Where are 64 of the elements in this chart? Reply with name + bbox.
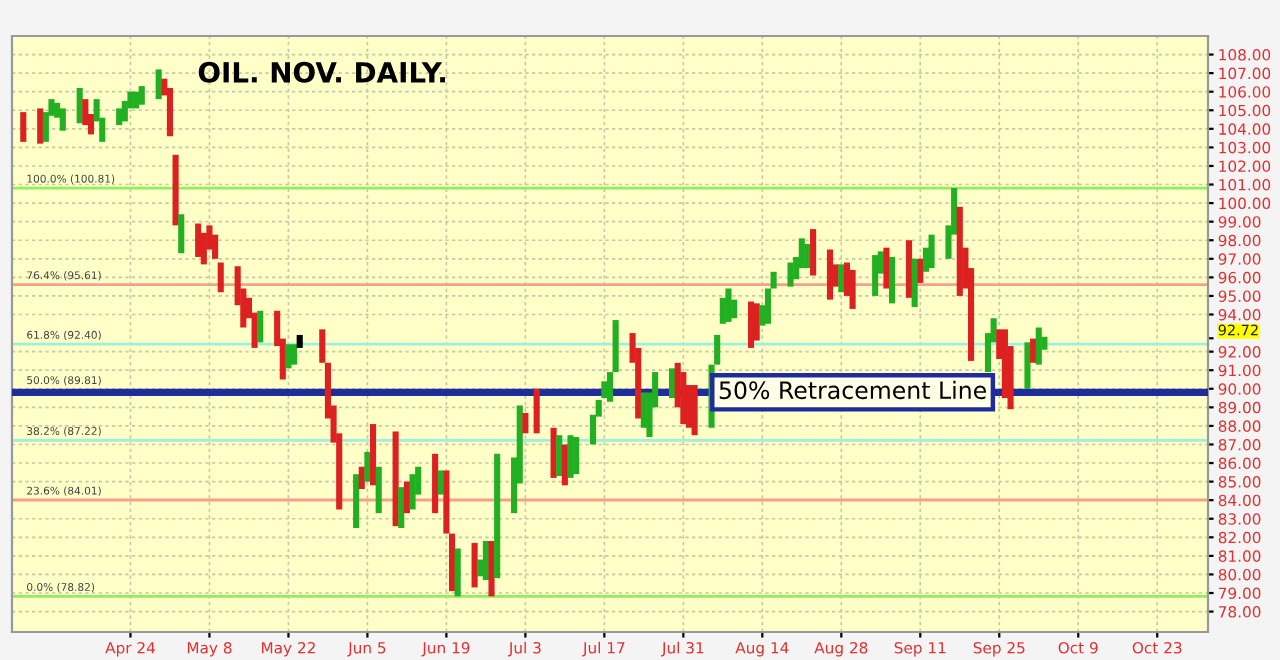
candlestick bbox=[116, 108, 123, 126]
candlestick bbox=[905, 240, 913, 298]
candlestick bbox=[398, 487, 405, 529]
candlestick bbox=[669, 368, 676, 399]
candlestick bbox=[956, 206, 963, 296]
candlestick bbox=[1024, 342, 1031, 389]
candlestick bbox=[928, 234, 935, 269]
candlestick bbox=[443, 470, 450, 534]
candlestick bbox=[432, 453, 439, 514]
candlestick bbox=[133, 91, 140, 109]
candlestick bbox=[911, 258, 918, 308]
candlestick bbox=[838, 264, 845, 293]
candlestick bbox=[217, 262, 224, 293]
candlestick bbox=[353, 474, 360, 529]
candlestick bbox=[200, 232, 207, 265]
candlestick bbox=[533, 388, 540, 434]
candlestick bbox=[409, 474, 416, 510]
candlestick bbox=[488, 541, 495, 597]
candlestick bbox=[573, 437, 580, 475]
candlestick bbox=[522, 412, 529, 434]
candlestick bbox=[370, 424, 377, 486]
candlestick bbox=[889, 256, 896, 304]
candlestick bbox=[59, 108, 66, 131]
candlestick bbox=[291, 344, 298, 365]
annotation: 50% Retracement Line bbox=[719, 380, 986, 400]
candlestick bbox=[392, 431, 399, 527]
candlestick bbox=[747, 301, 755, 348]
candlestick bbox=[770, 271, 777, 289]
candlestick bbox=[849, 269, 856, 309]
candlestick bbox=[606, 372, 614, 402]
candlestick bbox=[82, 99, 89, 126]
candlestick bbox=[725, 288, 732, 322]
candlestick bbox=[375, 466, 382, 514]
candlestick bbox=[556, 435, 563, 477]
candlestick bbox=[37, 108, 44, 144]
candlestick bbox=[155, 69, 162, 100]
candlestick bbox=[764, 288, 772, 324]
candlestick bbox=[138, 86, 145, 105]
candlestick bbox=[917, 258, 924, 283]
candlestick bbox=[810, 229, 817, 276]
candlestick bbox=[172, 154, 179, 226]
candlestick bbox=[753, 303, 760, 341]
candlestick bbox=[295, 334, 304, 348]
candlestick bbox=[20, 112, 27, 142]
candlestick bbox=[471, 542, 478, 588]
candlestick bbox=[612, 320, 619, 373]
candlestick bbox=[358, 466, 365, 490]
candlestick bbox=[494, 453, 501, 579]
text: OIL. NOV. DAILY. bbox=[198, 61, 446, 83]
candlestick bbox=[195, 223, 202, 257]
candlestick bbox=[76, 87, 83, 124]
candlestick bbox=[178, 214, 185, 254]
candlestick bbox=[448, 533, 456, 592]
candlestick bbox=[787, 262, 794, 287]
candlestick bbox=[257, 310, 264, 343]
candlestick bbox=[691, 385, 698, 436]
candlestick bbox=[1030, 338, 1037, 363]
candlestick bbox=[872, 255, 879, 296]
candlestick bbox=[1035, 327, 1042, 365]
candlestick bbox=[319, 329, 326, 363]
candlestick bbox=[454, 548, 461, 597]
candlestick bbox=[121, 100, 128, 122]
candlestick bbox=[826, 249, 834, 300]
candlestick bbox=[166, 87, 174, 137]
